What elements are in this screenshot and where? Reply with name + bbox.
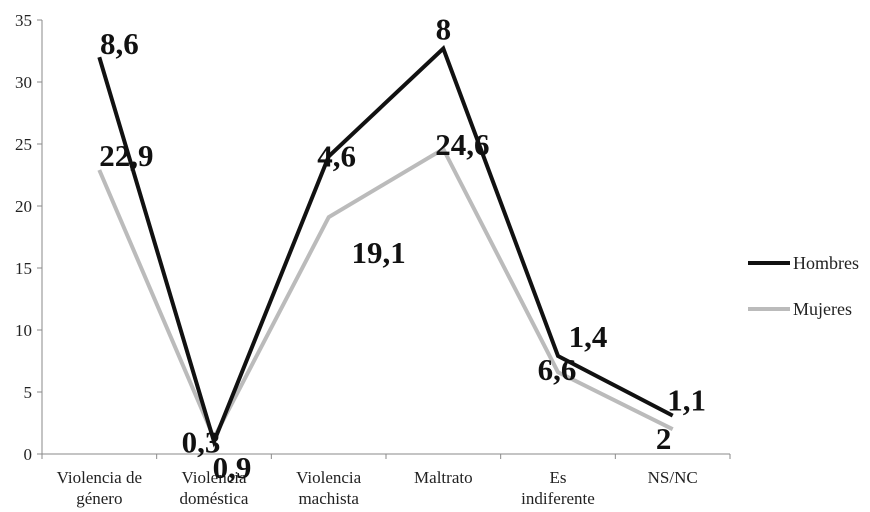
legend: Hombres Mujeres bbox=[748, 253, 859, 319]
x-category-label: Violencia machista bbox=[296, 468, 362, 508]
legend-label-hombres: Hombres bbox=[793, 253, 859, 273]
y-tick-label: 5 bbox=[24, 383, 33, 402]
x-category-label: Es indiferente bbox=[521, 468, 595, 508]
y-tick-label: 25 bbox=[15, 135, 32, 154]
y-tick-label: 20 bbox=[15, 197, 32, 216]
series-line-hombres bbox=[97, 44, 674, 448]
x-category-label: NS/NC bbox=[648, 468, 698, 487]
data-label-mujeres: 2 bbox=[656, 421, 672, 456]
data-label-mujeres: 22,9 bbox=[99, 138, 153, 173]
series-lines bbox=[97, 44, 674, 448]
y-tick-label: 10 bbox=[15, 321, 32, 340]
data-label-mujeres: 6,6 bbox=[538, 352, 577, 387]
axes: 0 5 10 15 20 25 30 35 Violencia de género Violenci… bbox=[15, 11, 731, 508]
y-tick-label: 0 bbox=[24, 445, 33, 464]
data-label-hombres: 4,6 bbox=[317, 138, 356, 173]
data-label-mujeres: 19,1 bbox=[352, 235, 406, 270]
x-category-label: Maltrato bbox=[414, 468, 473, 487]
data-label-hombres: 8,6 bbox=[100, 26, 139, 61]
y-tick-label: 15 bbox=[15, 259, 32, 278]
y-tick-label: 35 bbox=[15, 11, 32, 30]
data-label-mujeres: 24,6 bbox=[435, 127, 489, 162]
data-label-hombres: 8 bbox=[436, 12, 452, 47]
legend-label-mujeres: Mujeres bbox=[793, 299, 852, 319]
data-label-hombres: 1,4 bbox=[569, 319, 608, 354]
x-category-label: Violencia doméstica bbox=[180, 468, 249, 508]
data-label-mujeres: 0,9 bbox=[213, 450, 252, 485]
x-category-label: Violencia de género bbox=[57, 468, 142, 508]
data-label-hombres: 0,3 bbox=[182, 425, 221, 460]
series-line-mujeres bbox=[97, 146, 674, 443]
data-labels: 8,6 0,3 4,6 8 1,4 1,1 22,9 0,9 19,1 24,6 6,6 2 bbox=[99, 12, 706, 485]
y-tick-label: 30 bbox=[15, 73, 32, 92]
data-label-hombres: 1,1 bbox=[667, 383, 706, 418]
